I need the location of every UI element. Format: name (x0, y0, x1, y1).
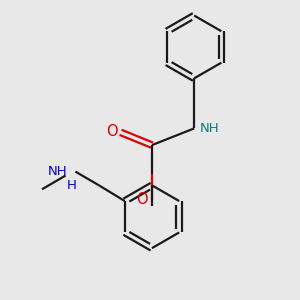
Text: O: O (106, 124, 118, 139)
Text: NH: NH (200, 122, 220, 135)
Text: O: O (136, 192, 148, 207)
Text: H: H (67, 179, 76, 192)
Text: NH: NH (48, 165, 68, 178)
